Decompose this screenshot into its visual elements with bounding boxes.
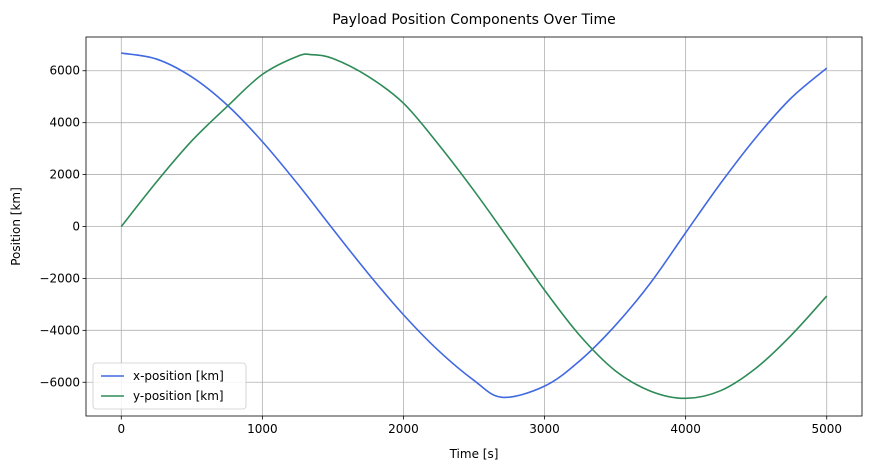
- y-tick-label: 0: [72, 220, 80, 234]
- series-line-y-position: [120, 53, 828, 400]
- x-tick-label: 5000: [811, 422, 842, 436]
- y-tick-label: −4000: [39, 323, 80, 337]
- x-tick-label: 3000: [529, 422, 560, 436]
- legend-label: x-position [km]: [133, 369, 224, 383]
- series-layer: [120, 52, 828, 400]
- chart-title: Payload Position Components Over Time: [332, 12, 615, 28]
- x-axis-ticks: 0 1000 2000 3000 4000 5000: [117, 416, 842, 436]
- series-line-x-position: [121, 52, 828, 399]
- y-axis-label: Position [km]: [9, 187, 23, 266]
- grid: [86, 37, 862, 416]
- y-tick-label: −2000: [39, 271, 80, 285]
- legend-label: y-position [km]: [133, 389, 224, 403]
- y-axis-ticks: −6000 −4000 −2000 0 2000 4000 6000: [39, 64, 86, 389]
- legend-box: [92, 362, 247, 410]
- x-tick-label: 1000: [247, 422, 278, 436]
- x-axis-label: Time [s]: [449, 447, 499, 461]
- x-tick-label: 2000: [388, 422, 419, 436]
- y-tick-label: 6000: [49, 64, 80, 78]
- x-tick-label: 4000: [670, 422, 701, 436]
- y-tick-label: 2000: [49, 168, 80, 182]
- y-tick-label: −6000: [39, 375, 80, 389]
- x-tick-label: 0: [117, 422, 125, 436]
- legend: x-position [km] y-position [km]: [92, 362, 247, 410]
- y-tick-label: 4000: [49, 116, 80, 130]
